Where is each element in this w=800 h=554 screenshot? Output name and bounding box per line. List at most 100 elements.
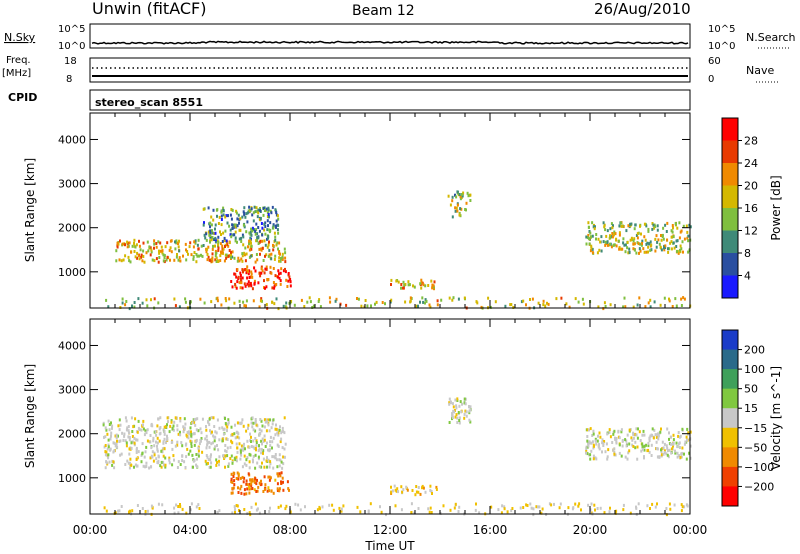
scatter-cell: [231, 285, 234, 289]
scatter-cell: [245, 463, 248, 467]
scatter-cell: [645, 250, 648, 254]
scatter-cell: [240, 240, 243, 243]
scatter-cell: [239, 271, 242, 275]
scatter-cell: [239, 228, 242, 232]
scatter-cell: [597, 305, 600, 309]
nsearch-label: N.Search: [746, 31, 796, 44]
scatter-cell: [164, 456, 167, 460]
scatter-cell: [638, 430, 641, 434]
scatter-cell: [181, 444, 184, 448]
scatter-cell: [124, 243, 126, 247]
scatter-cell: [422, 486, 425, 490]
scatter-cell: [538, 505, 541, 509]
scatter-cell: [251, 425, 254, 429]
scatter-cell: [259, 207, 261, 210]
scatter-cell: [107, 305, 110, 309]
scatter-cell: [621, 439, 624, 443]
scatter-cell: [265, 418, 268, 422]
scatter-cell: [609, 236, 612, 240]
scatter-cell: [271, 440, 274, 444]
scatter-cell: [137, 297, 140, 301]
scatter-cell: [248, 511, 251, 515]
scatter-cell: [260, 479, 262, 483]
scatter-cell: [457, 510, 460, 513]
scatter-cell: [187, 430, 190, 434]
scatter-cell: [609, 227, 612, 231]
scatter-cell: [648, 242, 651, 246]
scatter-cell: [271, 422, 274, 426]
scatter-cell: [668, 247, 671, 251]
scatter-cell: [230, 235, 233, 239]
scatter-cell: [225, 239, 228, 243]
scatter-cell: [641, 445, 644, 449]
scatter-cell: [246, 211, 249, 215]
scatter-cell: [149, 456, 152, 460]
scatter-cell: [127, 461, 130, 465]
scatter-cell: [267, 486, 270, 490]
scatter-cell: [230, 477, 233, 481]
scatter-cell: [656, 228, 659, 232]
scatter-cell: [218, 463, 220, 467]
scatter-cell: [452, 296, 455, 300]
scatter-cell: [660, 248, 663, 252]
scatter-cell: [678, 454, 681, 458]
scatter-cell: [264, 420, 267, 424]
scatter-cell: [206, 253, 209, 256]
scatter-cell: [248, 231, 251, 235]
scatter-cell: [162, 253, 165, 257]
scatter-cell: [142, 423, 144, 427]
scatter-cell: [159, 464, 162, 468]
scatter-cell: [190, 253, 193, 257]
scatter-cell: [257, 236, 260, 240]
scatter-cell: [588, 237, 591, 241]
scatter-cell: [234, 508, 236, 512]
scatter-cell: [248, 466, 251, 470]
scatter-cell: [225, 299, 228, 303]
scatter-cell: [667, 247, 669, 251]
scatter-cell: [200, 431, 203, 435]
scatter-cell: [217, 240, 220, 244]
scatter-cell: [166, 434, 168, 438]
scatter-cell: [397, 280, 400, 284]
scatter-cell: [265, 253, 268, 257]
scatter-cell: [172, 454, 175, 458]
scatter-cell: [173, 458, 175, 462]
scatter-cell: [636, 445, 639, 449]
scatter-cell: [276, 472, 279, 476]
scatter-cell: [643, 433, 646, 437]
scatter-cell: [407, 280, 410, 284]
scatter-cell: [164, 463, 167, 467]
scatter-cell: [465, 414, 468, 418]
scatter-cell: [228, 224, 231, 228]
scatter-cell: [252, 299, 255, 303]
scatter-cell: [163, 447, 166, 451]
scatter-cell: [542, 303, 545, 307]
scatter-cell: [251, 213, 254, 217]
scatter-cell: [650, 243, 653, 247]
scatter-cell: [115, 249, 118, 253]
scatter-cell: [592, 454, 595, 458]
scatter-cell: [153, 259, 156, 263]
scatter-cell: [274, 254, 277, 258]
scatter-cell: [266, 420, 269, 424]
scatter-cell: [665, 444, 668, 448]
scatter-cell: [236, 240, 238, 244]
scatter-cell: [629, 511, 632, 515]
scatter-cell: [196, 457, 198, 461]
scatter-cell: [222, 251, 224, 255]
scatter-cell: [655, 435, 658, 439]
scatter-cell: [427, 507, 430, 511]
scatter-cell: [276, 431, 279, 435]
scatter-cell: [671, 305, 674, 308]
y-tick-label: 3000: [58, 178, 86, 191]
scatter-cell: [207, 245, 210, 249]
scatter-cell: [263, 279, 265, 283]
scatter-cell: [245, 271, 248, 275]
scatter-cell: [150, 454, 153, 458]
scatter-cell: [183, 427, 186, 431]
scatter-cell: [225, 450, 228, 454]
scatter-cell: [248, 487, 251, 491]
scatter-cell: [276, 465, 279, 469]
scatter-cell: [254, 502, 257, 506]
scatter-cell: [185, 455, 188, 459]
